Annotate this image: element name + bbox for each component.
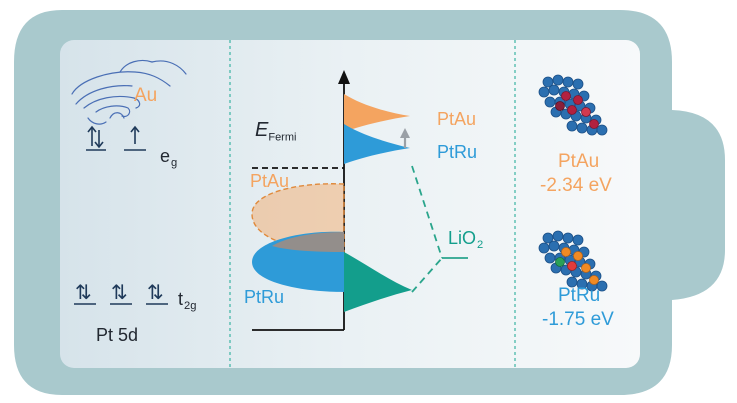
shift-arrow-icon [400, 128, 410, 148]
pt5d-label: Pt 5d [96, 325, 139, 345]
ptau-upper-label: PtAu [437, 109, 477, 129]
ptru-lower-label: PtRu [244, 287, 285, 307]
eg-label: eg [160, 146, 178, 169]
bonding-peak [344, 252, 412, 312]
ptru-structure-icon [538, 230, 608, 292]
eg-single-arrow-icon [130, 125, 140, 144]
energy-axis-arrowhead [338, 70, 350, 84]
ptau-structure-icon [538, 74, 608, 136]
overlap-region [272, 232, 344, 252]
t2g-pair-1-icon: ⇅ [75, 280, 92, 304]
pinched-arrow-icon [87, 125, 104, 149]
hand-icon [71, 59, 187, 125]
ptau-name: PtAu [558, 151, 600, 172]
inner-panel [60, 40, 640, 368]
ptru-antibonding-peak [344, 124, 410, 164]
au-label: Au [134, 85, 158, 106]
ptru-energy: -1.75 eV [542, 309, 614, 330]
fermi-label: EFermi [255, 119, 297, 144]
ptau-antibonding-peak [344, 94, 410, 132]
t2g-pair-3-icon: ⇅ [147, 280, 164, 304]
t2g-pair-2-icon: ⇅ [111, 280, 128, 304]
lio2-label: LiO2 [448, 228, 484, 251]
ptru-name: PtRu [558, 285, 601, 306]
ptru-upper-label: PtRu [437, 142, 478, 162]
ptau-lower-label: PtAu [250, 171, 290, 191]
ptau-energy: -2.34 eV [540, 175, 612, 196]
lio2-connectors [411, 165, 443, 293]
t2g-label: t2g [178, 289, 197, 312]
